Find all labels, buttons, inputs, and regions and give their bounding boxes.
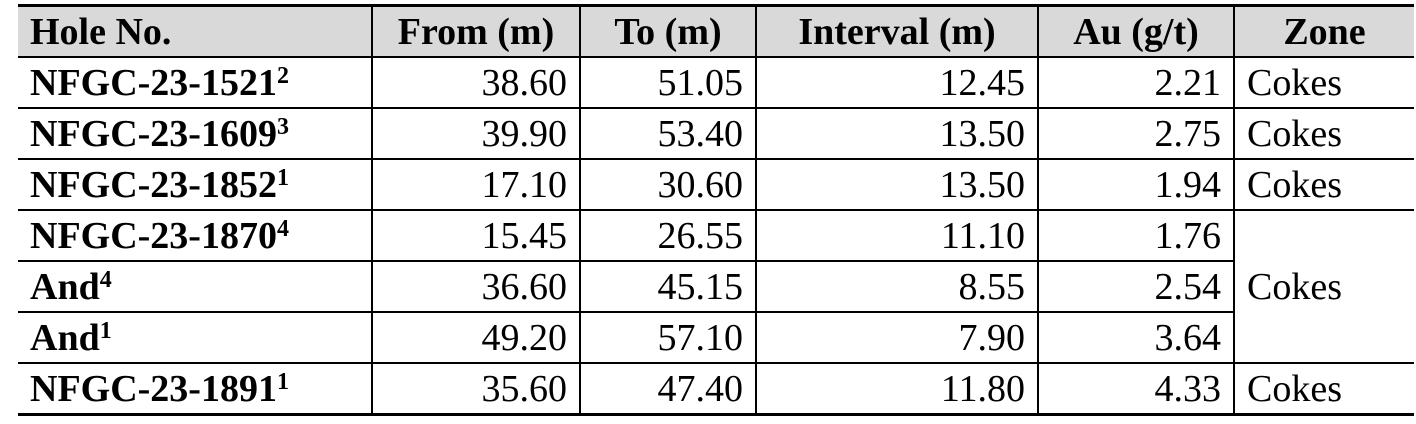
header-cell: From (m) <box>371 5 581 58</box>
footnote-mark: 1 <box>276 164 289 191</box>
hole-id: NFGC-23-1521 <box>30 61 277 104</box>
table-row: NFGC-23-15212 38.60 51.05 12.45 2.21 Cokes <box>18 57 1414 109</box>
hole-id: NFGC-23-1870 <box>30 214 277 257</box>
hole-id: NFGC-23-1609 <box>30 112 277 155</box>
hole-cell: NFGC-23-18911 <box>18 363 373 416</box>
table-header: Hole No. From (m) To (m) Interval (m) Au (g/… <box>18 5 1414 58</box>
from-cell: 17.10 <box>371 159 581 211</box>
table-body: NFGC-23-15212 38.60 51.05 12.45 2.21 Cokes NFG… <box>18 57 1414 416</box>
zone-cell: Cokes <box>1233 57 1414 109</box>
hole-cell: And1 <box>18 312 373 364</box>
to-cell: 45.15 <box>579 261 757 313</box>
zone-cell: Cokes <box>1233 363 1414 416</box>
hole-cell: NFGC-23-18704 <box>18 210 373 262</box>
to-cell: 47.40 <box>579 363 757 416</box>
hole-cell: NFGC-23-18521 <box>18 159 373 211</box>
to-cell: 57.10 <box>579 312 757 364</box>
zone-cell: Cokes <box>1233 210 1414 364</box>
interval-cell: 11.80 <box>755 363 1039 416</box>
au-cell: 1.94 <box>1037 159 1235 211</box>
table-row: NFGC-23-18521 17.10 30.60 13.50 1.94 Cokes <box>18 159 1414 211</box>
table-row: NFGC-23-16093 39.90 53.40 13.50 2.75 Cokes <box>18 108 1414 160</box>
hole-id: NFGC-23-1852 <box>30 163 277 206</box>
table-row: And4 36.60 45.15 8.55 2.54 <box>18 261 1414 313</box>
hole-cell: NFGC-23-16093 <box>18 108 373 160</box>
table-row: And1 49.20 57.10 7.90 3.64 <box>18 312 1414 364</box>
to-cell: 51.05 <box>579 57 757 109</box>
results-table: Hole No. From (m) To (m) Interval (m) Au (g/… <box>18 4 1414 416</box>
from-cell: 39.90 <box>371 108 581 160</box>
header-cell: Zone <box>1233 5 1414 58</box>
hole-cell: And4 <box>18 261 373 313</box>
header-cell: To (m) <box>579 5 757 58</box>
interval-cell: 13.50 <box>755 108 1039 160</box>
footnote-mark: 1 <box>99 317 112 344</box>
from-cell: 38.60 <box>371 57 581 109</box>
interval-cell: 11.10 <box>755 210 1039 262</box>
from-cell: 35.60 <box>371 363 581 416</box>
header-cell: Interval (m) <box>755 5 1039 58</box>
table-row: NFGC-23-18704 15.45 26.55 11.10 1.76 Cokes <box>18 210 1414 364</box>
header-cell: Au (g/t) <box>1037 5 1235 58</box>
to-cell: 26.55 <box>579 210 757 262</box>
interval-cell: 12.45 <box>755 57 1039 109</box>
hole-cell: NFGC-23-15212 <box>18 57 373 109</box>
from-cell: 49.20 <box>371 312 581 364</box>
from-cell: 15.45 <box>371 210 581 262</box>
from-cell: 36.60 <box>371 261 581 313</box>
hole-id: NFGC-23-1891 <box>30 367 277 410</box>
hole-id: And <box>30 265 100 308</box>
au-cell: 2.54 <box>1037 261 1235 313</box>
hole-id: And <box>30 316 100 359</box>
au-cell: 1.76 <box>1037 210 1235 262</box>
footnote-mark: 1 <box>276 368 289 395</box>
interval-cell: 7.90 <box>755 312 1039 364</box>
interval-cell: 8.55 <box>755 261 1039 313</box>
au-cell: 3.64 <box>1037 312 1235 364</box>
au-cell: 4.33 <box>1037 363 1235 416</box>
zone-cell: Cokes <box>1233 108 1414 160</box>
footnote-mark: 2 <box>276 62 289 89</box>
footnote-mark: 4 <box>99 266 112 293</box>
header-row: Hole No. From (m) To (m) Interval (m) Au (g/… <box>18 5 1414 58</box>
footnote-mark: 3 <box>276 113 289 140</box>
table-row: NFGC-23-18911 35.60 47.40 11.80 4.33 Cokes <box>18 363 1414 416</box>
zone-cell: Cokes <box>1233 159 1414 211</box>
to-cell: 53.40 <box>579 108 757 160</box>
footnote-mark: 4 <box>276 215 289 242</box>
au-cell: 2.21 <box>1037 57 1235 109</box>
interval-cell: 13.50 <box>755 159 1039 211</box>
to-cell: 30.60 <box>579 159 757 211</box>
header-cell: Hole No. <box>18 5 373 58</box>
au-cell: 2.75 <box>1037 108 1235 160</box>
